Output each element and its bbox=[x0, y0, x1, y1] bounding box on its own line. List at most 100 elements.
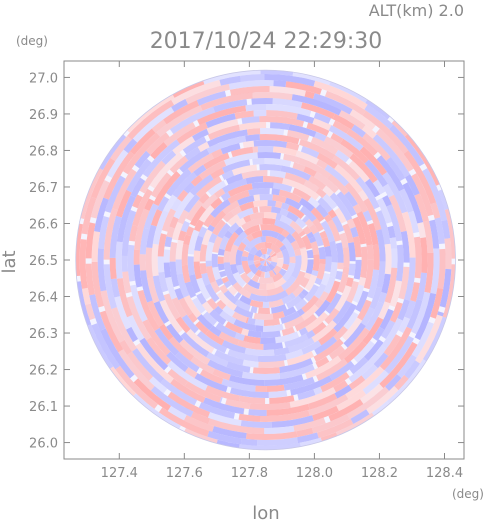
echo-cell bbox=[103, 151, 135, 200]
echo-cell bbox=[184, 381, 222, 403]
echo-cell bbox=[296, 308, 305, 317]
echo-cell bbox=[314, 283, 327, 299]
echo-cell bbox=[251, 274, 260, 283]
echo-cell bbox=[316, 152, 338, 169]
echo-cell bbox=[99, 310, 124, 353]
echo-cell bbox=[232, 272, 247, 288]
echo-cell bbox=[320, 220, 335, 243]
echo-cell bbox=[372, 134, 411, 178]
echo-cell bbox=[396, 244, 404, 282]
echo-cell bbox=[289, 256, 296, 264]
echo-cell bbox=[273, 347, 290, 356]
echo-cell bbox=[298, 197, 315, 212]
echo-cell bbox=[276, 233, 286, 243]
echo-cell bbox=[367, 269, 380, 299]
echo-cell bbox=[276, 258, 284, 269]
echo-cell bbox=[430, 202, 441, 219]
echo-cell bbox=[282, 306, 297, 317]
echo-cell bbox=[288, 337, 315, 353]
echo-cell bbox=[334, 384, 353, 399]
echo-cell bbox=[260, 70, 294, 76]
echo-cell bbox=[134, 208, 150, 251]
echo-cell bbox=[205, 260, 212, 267]
echo-cell bbox=[358, 189, 369, 202]
echo-cell bbox=[206, 129, 248, 148]
echo-cell bbox=[314, 277, 323, 286]
echo-cell bbox=[132, 188, 153, 227]
echo-cell bbox=[389, 124, 425, 167]
echo-cell bbox=[291, 255, 302, 279]
echo-cell bbox=[403, 150, 437, 205]
echo-cell bbox=[265, 255, 271, 260]
echo-cell bbox=[334, 207, 347, 224]
echo-cell bbox=[265, 236, 278, 245]
echo-cell bbox=[191, 297, 206, 314]
echo-cell bbox=[250, 306, 258, 314]
echo-cell bbox=[225, 173, 244, 185]
echo-cell bbox=[350, 409, 370, 425]
echo-cell bbox=[81, 287, 91, 305]
echo-cell bbox=[184, 281, 197, 299]
echo-cell bbox=[237, 339, 264, 350]
echo-cell bbox=[187, 229, 200, 255]
echo-cell bbox=[291, 230, 306, 249]
echo-cell bbox=[183, 234, 192, 246]
echo-cell bbox=[376, 261, 386, 289]
echo-cell bbox=[423, 220, 434, 253]
echo-cell bbox=[305, 311, 329, 333]
echo-cell bbox=[222, 200, 240, 215]
echo-cell bbox=[434, 217, 445, 245]
echo-cell bbox=[284, 333, 309, 348]
echo-cell bbox=[329, 360, 355, 381]
echo-cell bbox=[110, 135, 132, 162]
echo-cell bbox=[247, 330, 262, 338]
echo-cell bbox=[272, 311, 285, 320]
echo-cell bbox=[210, 280, 221, 294]
echo-cell bbox=[266, 104, 312, 117]
echo-cell bbox=[254, 262, 262, 269]
echo-cell bbox=[401, 211, 416, 258]
echo-cell bbox=[287, 129, 310, 142]
echo-cell bbox=[127, 99, 175, 140]
echo-cell bbox=[259, 127, 285, 136]
echo-cell bbox=[348, 160, 370, 183]
echo-cell bbox=[187, 256, 196, 276]
echo-cell bbox=[212, 236, 223, 253]
echo-cell bbox=[362, 316, 384, 345]
echo-cell bbox=[156, 196, 170, 212]
echo-cell bbox=[362, 369, 389, 395]
echo-cell bbox=[310, 207, 325, 223]
echo-cell bbox=[226, 361, 251, 373]
echo-cell bbox=[161, 208, 177, 232]
echo-cell bbox=[345, 277, 354, 288]
echo-cell bbox=[260, 248, 268, 255]
echo-cell bbox=[249, 401, 291, 411]
echo-cell bbox=[194, 373, 228, 393]
echo-cell bbox=[260, 257, 266, 260]
echo-cell bbox=[269, 395, 295, 404]
echo-cell bbox=[89, 294, 106, 331]
x-tick-label: 127.8 bbox=[231, 466, 268, 481]
echo-cell bbox=[167, 405, 187, 421]
echo-cell bbox=[223, 290, 239, 305]
echo-cell bbox=[361, 364, 378, 381]
echo-cell bbox=[139, 337, 169, 371]
echo-cell bbox=[179, 148, 210, 173]
echo-cell bbox=[317, 197, 333, 213]
echo-cell bbox=[327, 173, 349, 196]
echo-cell bbox=[355, 176, 380, 210]
echo-cell bbox=[275, 200, 283, 209]
echo-cell bbox=[324, 164, 350, 187]
echo-cell bbox=[218, 331, 240, 346]
echo-cell bbox=[150, 172, 172, 198]
echo-cell bbox=[338, 110, 366, 130]
echo-cell bbox=[283, 153, 301, 164]
echo-cell bbox=[414, 193, 429, 222]
echo-cell bbox=[237, 207, 254, 220]
echo-cell bbox=[268, 390, 288, 398]
echo-cell bbox=[251, 182, 274, 190]
echo-cell bbox=[335, 149, 350, 163]
echo-cell bbox=[352, 203, 362, 214]
echo-cell bbox=[273, 277, 287, 289]
y-tick-label: 26.4 bbox=[29, 291, 58, 306]
